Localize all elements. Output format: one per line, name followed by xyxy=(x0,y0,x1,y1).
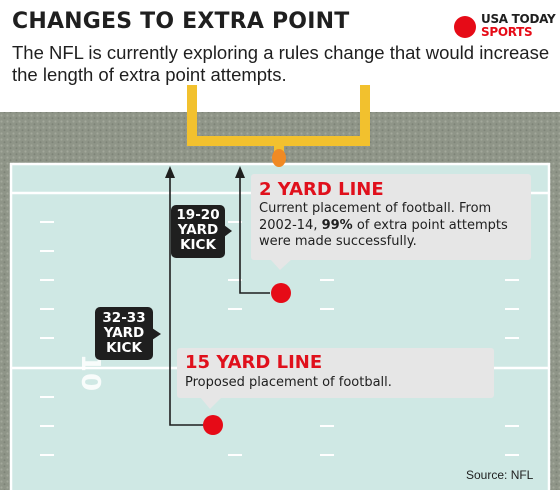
headline: CHANGES TO EXTRA POINT xyxy=(12,9,350,34)
source-credit: Source: NFL xyxy=(466,468,534,482)
logo-line-1: USA TODAY xyxy=(481,12,556,26)
logo-line-2: SPORTS xyxy=(481,25,533,39)
football-15-yard xyxy=(203,415,223,435)
callout-title: 2 YARD LINE xyxy=(259,179,384,200)
football-2-yard xyxy=(271,283,291,303)
logo-dot-icon xyxy=(454,16,476,38)
callout-15-pointer xyxy=(200,397,222,409)
arrow-long-kick-icon xyxy=(165,166,175,178)
callout-15-yard-line: 15 YARD LINE Proposed placement of footb… xyxy=(177,348,494,398)
kick-label-line: KICK xyxy=(106,340,142,356)
dek: The NFL is currently exploring a rules c… xyxy=(12,42,550,85)
kick-label-line: 32-33 xyxy=(102,310,146,326)
callout-body-part-2: of extra point attempts were made succes… xyxy=(259,217,508,250)
kick-long-pointer xyxy=(152,328,161,340)
arrow-short-kick-icon xyxy=(235,166,245,178)
callout-body: Proposed placement of football. xyxy=(185,375,392,390)
kick-label-line: 19-20 xyxy=(176,207,220,223)
goal-post-base xyxy=(272,149,286,167)
kick-label-line: YARD xyxy=(103,325,145,341)
callout-title: 15 YARD LINE xyxy=(185,352,323,373)
callout-2-pointer xyxy=(270,259,292,270)
callout-body-bold: 99% xyxy=(321,217,353,233)
kick-short-pointer xyxy=(224,225,232,237)
kick-lines xyxy=(169,176,270,426)
kick-label-line: KICK xyxy=(180,237,216,253)
kick-label-line: YARD xyxy=(177,222,219,238)
kick-label-short: 19-20 YARD KICK xyxy=(171,205,225,258)
callout-body-part-1: Current placement of football. From 2002… xyxy=(259,201,492,233)
callout-2-yard-line: 2 YARD LINE Current placement of footbal… xyxy=(251,174,531,260)
callout-body: Current placement of football. From 2002… xyxy=(259,201,529,251)
kick-label-long: 32-33 YARD KICK xyxy=(95,307,153,360)
logo-text: USA TODAY SPORTS xyxy=(481,13,560,39)
